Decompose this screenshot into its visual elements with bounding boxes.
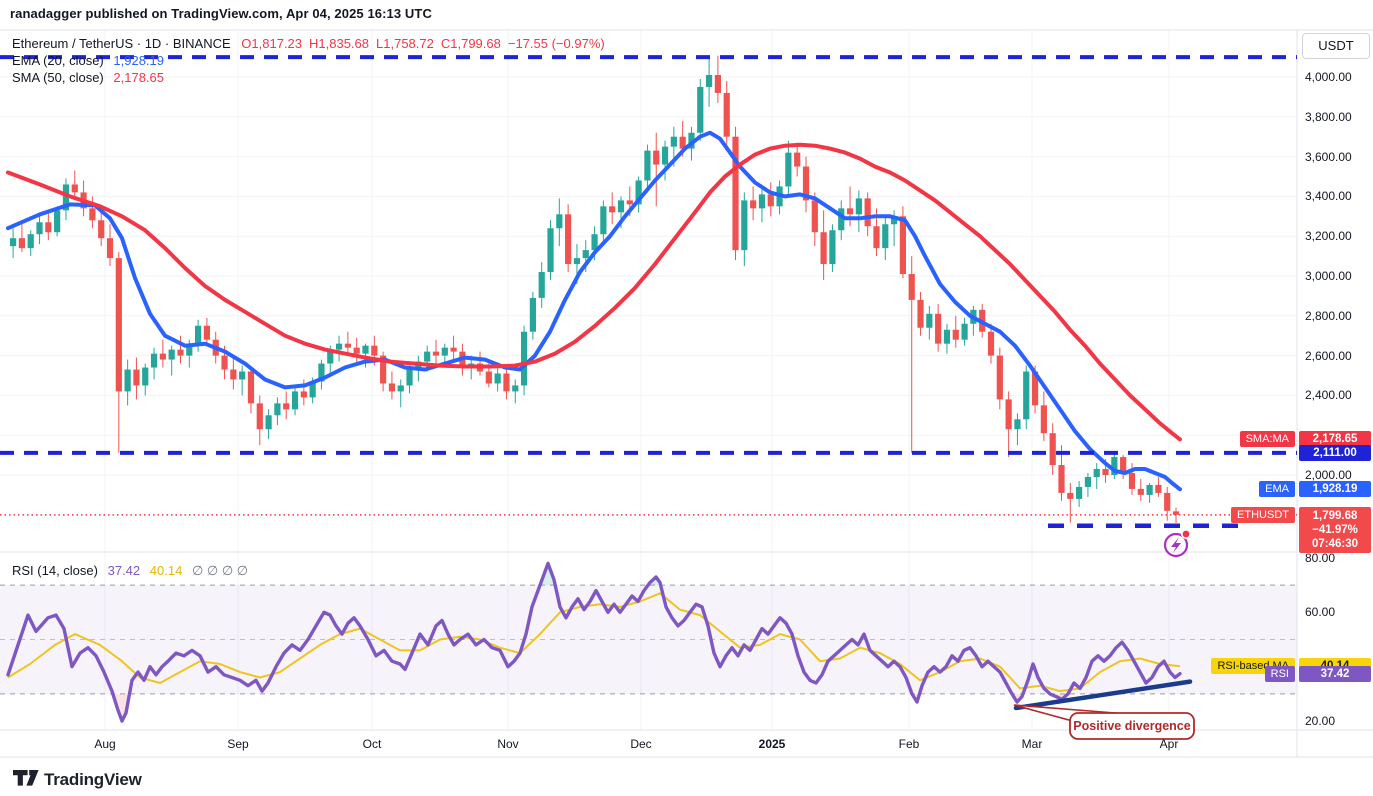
time-axis-label-Sep[interactable]: Sep — [227, 737, 249, 751]
rsi-empty-slots: ∅ ∅ ∅ ∅ — [191, 563, 249, 578]
price-axis-label: 3,400.00 — [1305, 189, 1352, 204]
low-value: L1,758.72 — [376, 36, 434, 51]
close-value: C1,799.68 — [440, 36, 501, 51]
price-axis-label: 3,600.00 — [1305, 149, 1352, 164]
level_2111-price-badge: 2,111.00 — [1299, 444, 1371, 461]
rsi-axis-label: 60.00 — [1305, 605, 1336, 620]
rsi-axis-label: 20.00 — [1305, 714, 1336, 729]
ema-price-badge: 1,928.19 — [1299, 481, 1371, 498]
ema-value: 1,928.19 — [113, 53, 164, 68]
time-axis-label-Oct[interactable]: Oct — [362, 737, 382, 751]
rsi-legend-row: RSI (14, close) 37.42 40.14 ∅ ∅ ∅ ∅ — [12, 563, 248, 579]
rsi-value: 37.42 — [107, 563, 141, 578]
price-axis-label: 4,000.00 — [1305, 70, 1352, 84]
time-axis-label-2025[interactable]: 2025 — [758, 737, 786, 751]
rsi-ma-value: 40.14 — [149, 563, 183, 578]
time-axis-label-Nov[interactable]: Nov — [497, 737, 519, 751]
open-value: O1,817.23 — [241, 36, 303, 51]
price-axis-label: 3,200.00 — [1305, 229, 1352, 244]
symbol-title[interactable]: Ethereum / TetherUS · 1D · BINANCE — [12, 36, 231, 51]
price-axis-label: 2,800.00 — [1305, 308, 1352, 323]
price-axis-label: 2,000.00 — [1305, 468, 1352, 482]
ema20-line[interactable] — [6, 130, 1182, 492]
time-axis-label-Apr[interactable]: Apr — [1159, 737, 1179, 751]
last-tag-badge[interactable]: ETHUSDT — [1231, 506, 1295, 523]
flash-idea-icon[interactable] — [1163, 528, 1192, 558]
ema-tag-badge[interactable]: EMA — [1259, 481, 1295, 498]
chart-canvas[interactable] — [0, 0, 1373, 758]
tradingview-logo-icon[interactable] — [13, 770, 40, 787]
rsi-axis-label: 80.00 — [1305, 551, 1336, 565]
rsi-value-badge: 37.42 — [1299, 665, 1371, 682]
rsi-label[interactable]: RSI (14, close) — [12, 563, 98, 578]
rsi-overbought-fill — [540, 563, 661, 586]
symbol-legend-row: Ethereum / TetherUS · 1D · BINANCE O1,81… — [12, 36, 605, 51]
rsi-line[interactable] — [6, 561, 1182, 723]
divergence-trendline[interactable] — [1013, 679, 1193, 711]
currency-toggle-button[interactable]: USDT — [1302, 33, 1370, 59]
sma-value: 2,178.65 — [113, 70, 164, 85]
time-axis-label-Aug[interactable]: Aug — [94, 737, 116, 751]
price-axis-label: 2,600.00 — [1305, 348, 1352, 363]
time-axis-label-Dec[interactable]: Dec — [630, 737, 652, 751]
time-axis-label-Mar[interactable]: Mar — [1021, 737, 1043, 751]
price-axis-label: 3,000.00 — [1305, 269, 1352, 283]
change-value: −17.55 (−0.97%) — [507, 36, 605, 51]
sma_ma-tag-badge[interactable]: SMA:MA — [1239, 431, 1295, 448]
sma50-line[interactable] — [6, 142, 1182, 442]
positive-divergence-label[interactable]: Positive divergence — [1073, 719, 1191, 733]
candles[interactable] — [10, 55, 1180, 524]
tradingview-wordmark[interactable]: TradingView — [44, 770, 142, 789]
sma_ma-price-badge: 2,178.65 — [1299, 431, 1371, 448]
callout-box[interactable] — [1069, 712, 1195, 740]
sma-legend-row: SMA (50, close) 2,178.65 — [12, 70, 164, 85]
ema-legend-row: EMA (20, close) 1,928.19 — [12, 53, 164, 68]
price-axis-label: 2,400.00 — [1305, 388, 1352, 403]
sma-label[interactable]: SMA (50, close) — [12, 70, 104, 85]
time-axis-label-Feb[interactable]: Feb — [898, 737, 920, 751]
price-axis-label: 3,800.00 — [1305, 109, 1352, 124]
ema-label[interactable]: EMA (20, close) — [12, 53, 104, 68]
publish-header: ranadagger published on TradingView.com,… — [10, 6, 432, 21]
rsi-tag-badge[interactable]: RSI — [1264, 665, 1295, 682]
ohlc-values: O1,817.23 H1,835.68 L1,758.72 C1,799.68 −17.… — [234, 36, 604, 51]
high-value: H1,835.68 — [309, 36, 370, 51]
last-price-badge: 1,799.68 −41.97% 07:46:30 — [1299, 506, 1371, 553]
